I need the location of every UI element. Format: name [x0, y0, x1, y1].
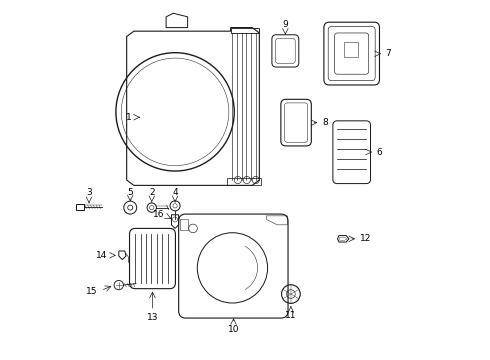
Text: 7: 7	[386, 49, 392, 58]
Text: 5: 5	[127, 188, 133, 197]
Text: 15: 15	[86, 287, 97, 296]
Text: 1: 1	[126, 113, 132, 122]
Text: 3: 3	[86, 188, 92, 197]
Text: 2: 2	[149, 188, 154, 197]
Text: 4: 4	[172, 188, 178, 197]
Bar	[76, 204, 84, 210]
Text: 9: 9	[282, 20, 288, 29]
Text: 10: 10	[228, 325, 239, 334]
Text: 12: 12	[360, 234, 371, 243]
Text: 8: 8	[322, 118, 328, 127]
Text: 14: 14	[96, 251, 107, 260]
Bar	[343, 42, 358, 57]
Text: 6: 6	[376, 148, 382, 157]
Text: 16: 16	[153, 210, 165, 219]
Text: 13: 13	[147, 313, 158, 322]
Text: 11: 11	[285, 311, 296, 320]
